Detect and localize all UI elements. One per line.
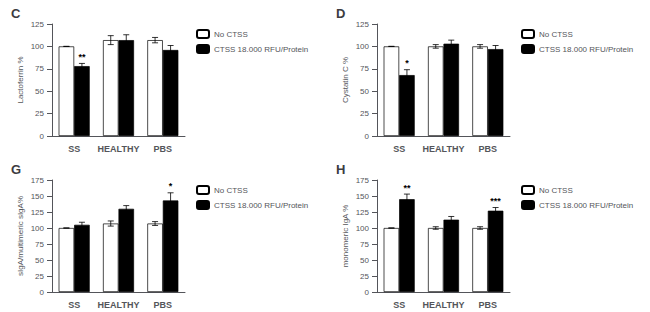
svg-text:75: 75 [360,240,369,249]
svg-text:25: 25 [360,272,369,281]
svg-text:0: 0 [365,132,370,141]
svg-text:D: D [336,6,345,21]
svg-text:100: 100 [31,42,45,51]
svg-text:25: 25 [35,109,44,118]
svg-text:175: 175 [356,176,370,185]
svg-text:PBS: PBS [154,144,173,154]
svg-text:0: 0 [365,288,370,297]
svg-text:C: C [11,6,21,21]
svg-text:PBS: PBS [479,300,498,310]
svg-text:No CTSS: No CTSS [539,186,573,195]
svg-text:*: * [405,58,409,68]
svg-text:HEALTHY: HEALTHY [423,300,465,310]
svg-text:SS: SS [68,300,80,310]
svg-text:100: 100 [31,224,45,233]
svg-text:50: 50 [360,256,369,265]
svg-text:50: 50 [35,256,44,265]
svg-text:No CTSS: No CTSS [539,30,573,39]
svg-text:monomeric IgA %: monomeric IgA % [341,205,350,268]
svg-text:SS: SS [393,144,405,154]
svg-text:125: 125 [356,20,370,29]
svg-text:Cystatin C %: Cystatin C % [341,57,350,103]
svg-text:HEALTHY: HEALTHY [98,144,140,154]
svg-text:75: 75 [360,64,369,73]
svg-text:100: 100 [356,42,370,51]
svg-text:HEALTHY: HEALTHY [423,144,465,154]
svg-text:No CTSS: No CTSS [214,186,248,195]
svg-text:CTSS 18.000 RFU/Protein: CTSS 18.000 RFU/Protein [539,201,633,210]
svg-text:No CTSS: No CTSS [214,30,248,39]
svg-text:**: ** [78,52,86,62]
svg-text:25: 25 [360,109,369,118]
svg-text:H: H [336,162,345,177]
svg-text:125: 125 [31,20,45,29]
svg-text:50: 50 [35,87,44,96]
svg-text:150: 150 [31,192,45,201]
svg-text:75: 75 [35,64,44,73]
svg-text:G: G [11,162,21,177]
svg-text:CTSS 18.000 RFU/Protein: CTSS 18.000 RFU/Protein [214,201,308,210]
svg-text:PBS: PBS [154,300,173,310]
svg-text:**: ** [403,183,411,193]
svg-text:CTSS 18.000 RFU/Protein: CTSS 18.000 RFU/Protein [214,45,308,54]
svg-text:100: 100 [356,224,370,233]
svg-text:0: 0 [40,132,45,141]
svg-text:0: 0 [40,288,45,297]
svg-text:25: 25 [35,272,44,281]
svg-text:CTSS 18.000 RFU/Protein: CTSS 18.000 RFU/Protein [539,45,633,54]
svg-text:***: *** [490,196,501,206]
svg-text:75: 75 [35,240,44,249]
svg-text:SS: SS [393,300,405,310]
svg-text:SS: SS [68,144,80,154]
svg-text:sIgA/multimeric sIgA%: sIgA/multimeric sIgA% [16,196,25,276]
svg-text:*: * [169,181,173,191]
svg-text:175: 175 [31,176,45,185]
svg-text:125: 125 [356,208,370,217]
svg-text:PBS: PBS [479,144,498,154]
svg-text:Lactoferrin %: Lactoferrin % [16,56,25,103]
svg-text:125: 125 [31,208,45,217]
svg-text:50: 50 [360,87,369,96]
svg-text:150: 150 [356,192,370,201]
svg-text:HEALTHY: HEALTHY [98,300,140,310]
